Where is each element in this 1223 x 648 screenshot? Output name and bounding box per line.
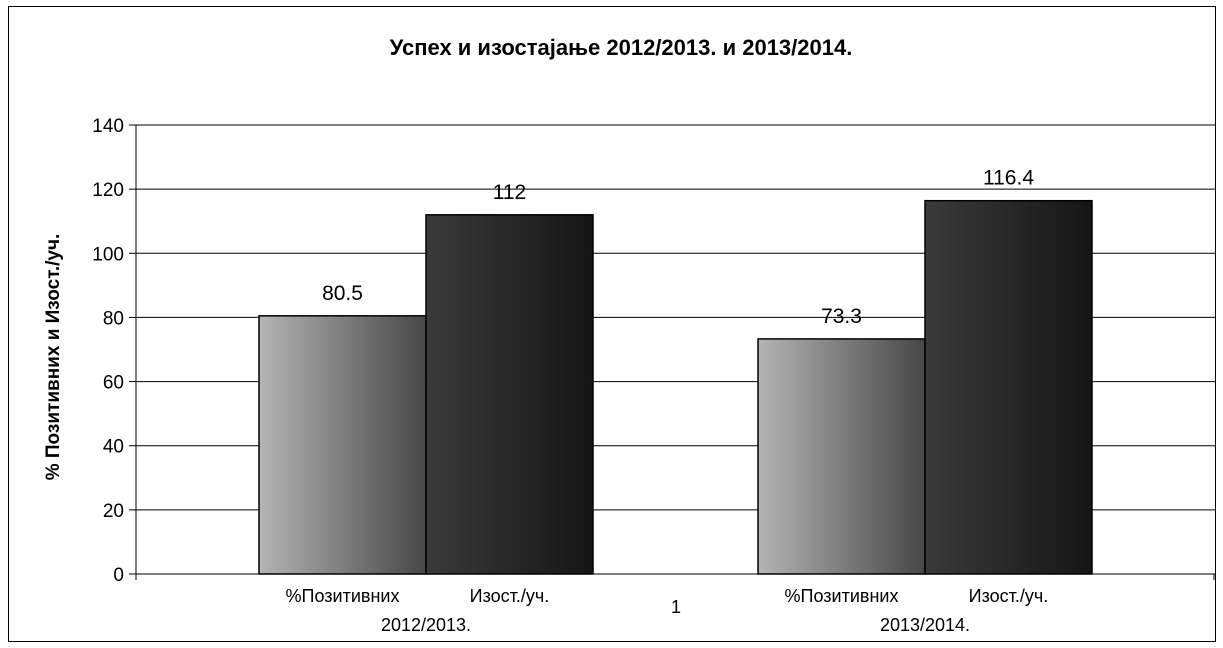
y-tick-label: 20 xyxy=(103,501,124,522)
chart-frame: Успех и изостајање 2012/2013. и 2013/201… xyxy=(8,6,1216,642)
y-tick-label: 80 xyxy=(103,308,124,329)
category-label: %Позитивних xyxy=(286,586,400,606)
bar xyxy=(757,338,926,575)
bar xyxy=(924,199,1093,575)
bar xyxy=(258,315,427,575)
y-tick-label: 140 xyxy=(92,116,124,137)
y-tick-label: 60 xyxy=(103,373,124,394)
label-layer: 80.5 %Позитивних 112 Изост./уч. 73.3 %Позитив… xyxy=(286,167,1049,635)
bar xyxy=(425,214,594,575)
data-label: 116.4 xyxy=(983,167,1034,190)
data-label: 73.3 xyxy=(821,305,862,328)
y-tick-label: 40 xyxy=(103,437,124,458)
category-year-label: 2013/2014. xyxy=(880,615,970,635)
data-label: 80.5 xyxy=(322,282,363,305)
y-tick-label: 120 xyxy=(92,180,124,201)
category-label: Изост./уч. xyxy=(969,586,1049,606)
x-axis-category-label: 1 xyxy=(671,597,681,617)
category-label: %Позитивних xyxy=(785,586,899,606)
y-tick-label: 0 xyxy=(113,565,124,586)
bar-chart: Успех и изостајање 2012/2013. и 2013/201… xyxy=(43,35,1215,635)
y-axis-label: % Позитивних и Изост./уч. xyxy=(43,234,64,481)
data-label: 112 xyxy=(493,181,526,204)
y-tick-label: 100 xyxy=(92,244,124,265)
category-year-label: 2012/2013. xyxy=(381,615,471,635)
category-label: Изост./уч. xyxy=(470,586,550,606)
bar-layer xyxy=(258,199,1093,575)
chart-title: Успех и изостајање 2012/2013. и 2013/201… xyxy=(390,35,853,60)
